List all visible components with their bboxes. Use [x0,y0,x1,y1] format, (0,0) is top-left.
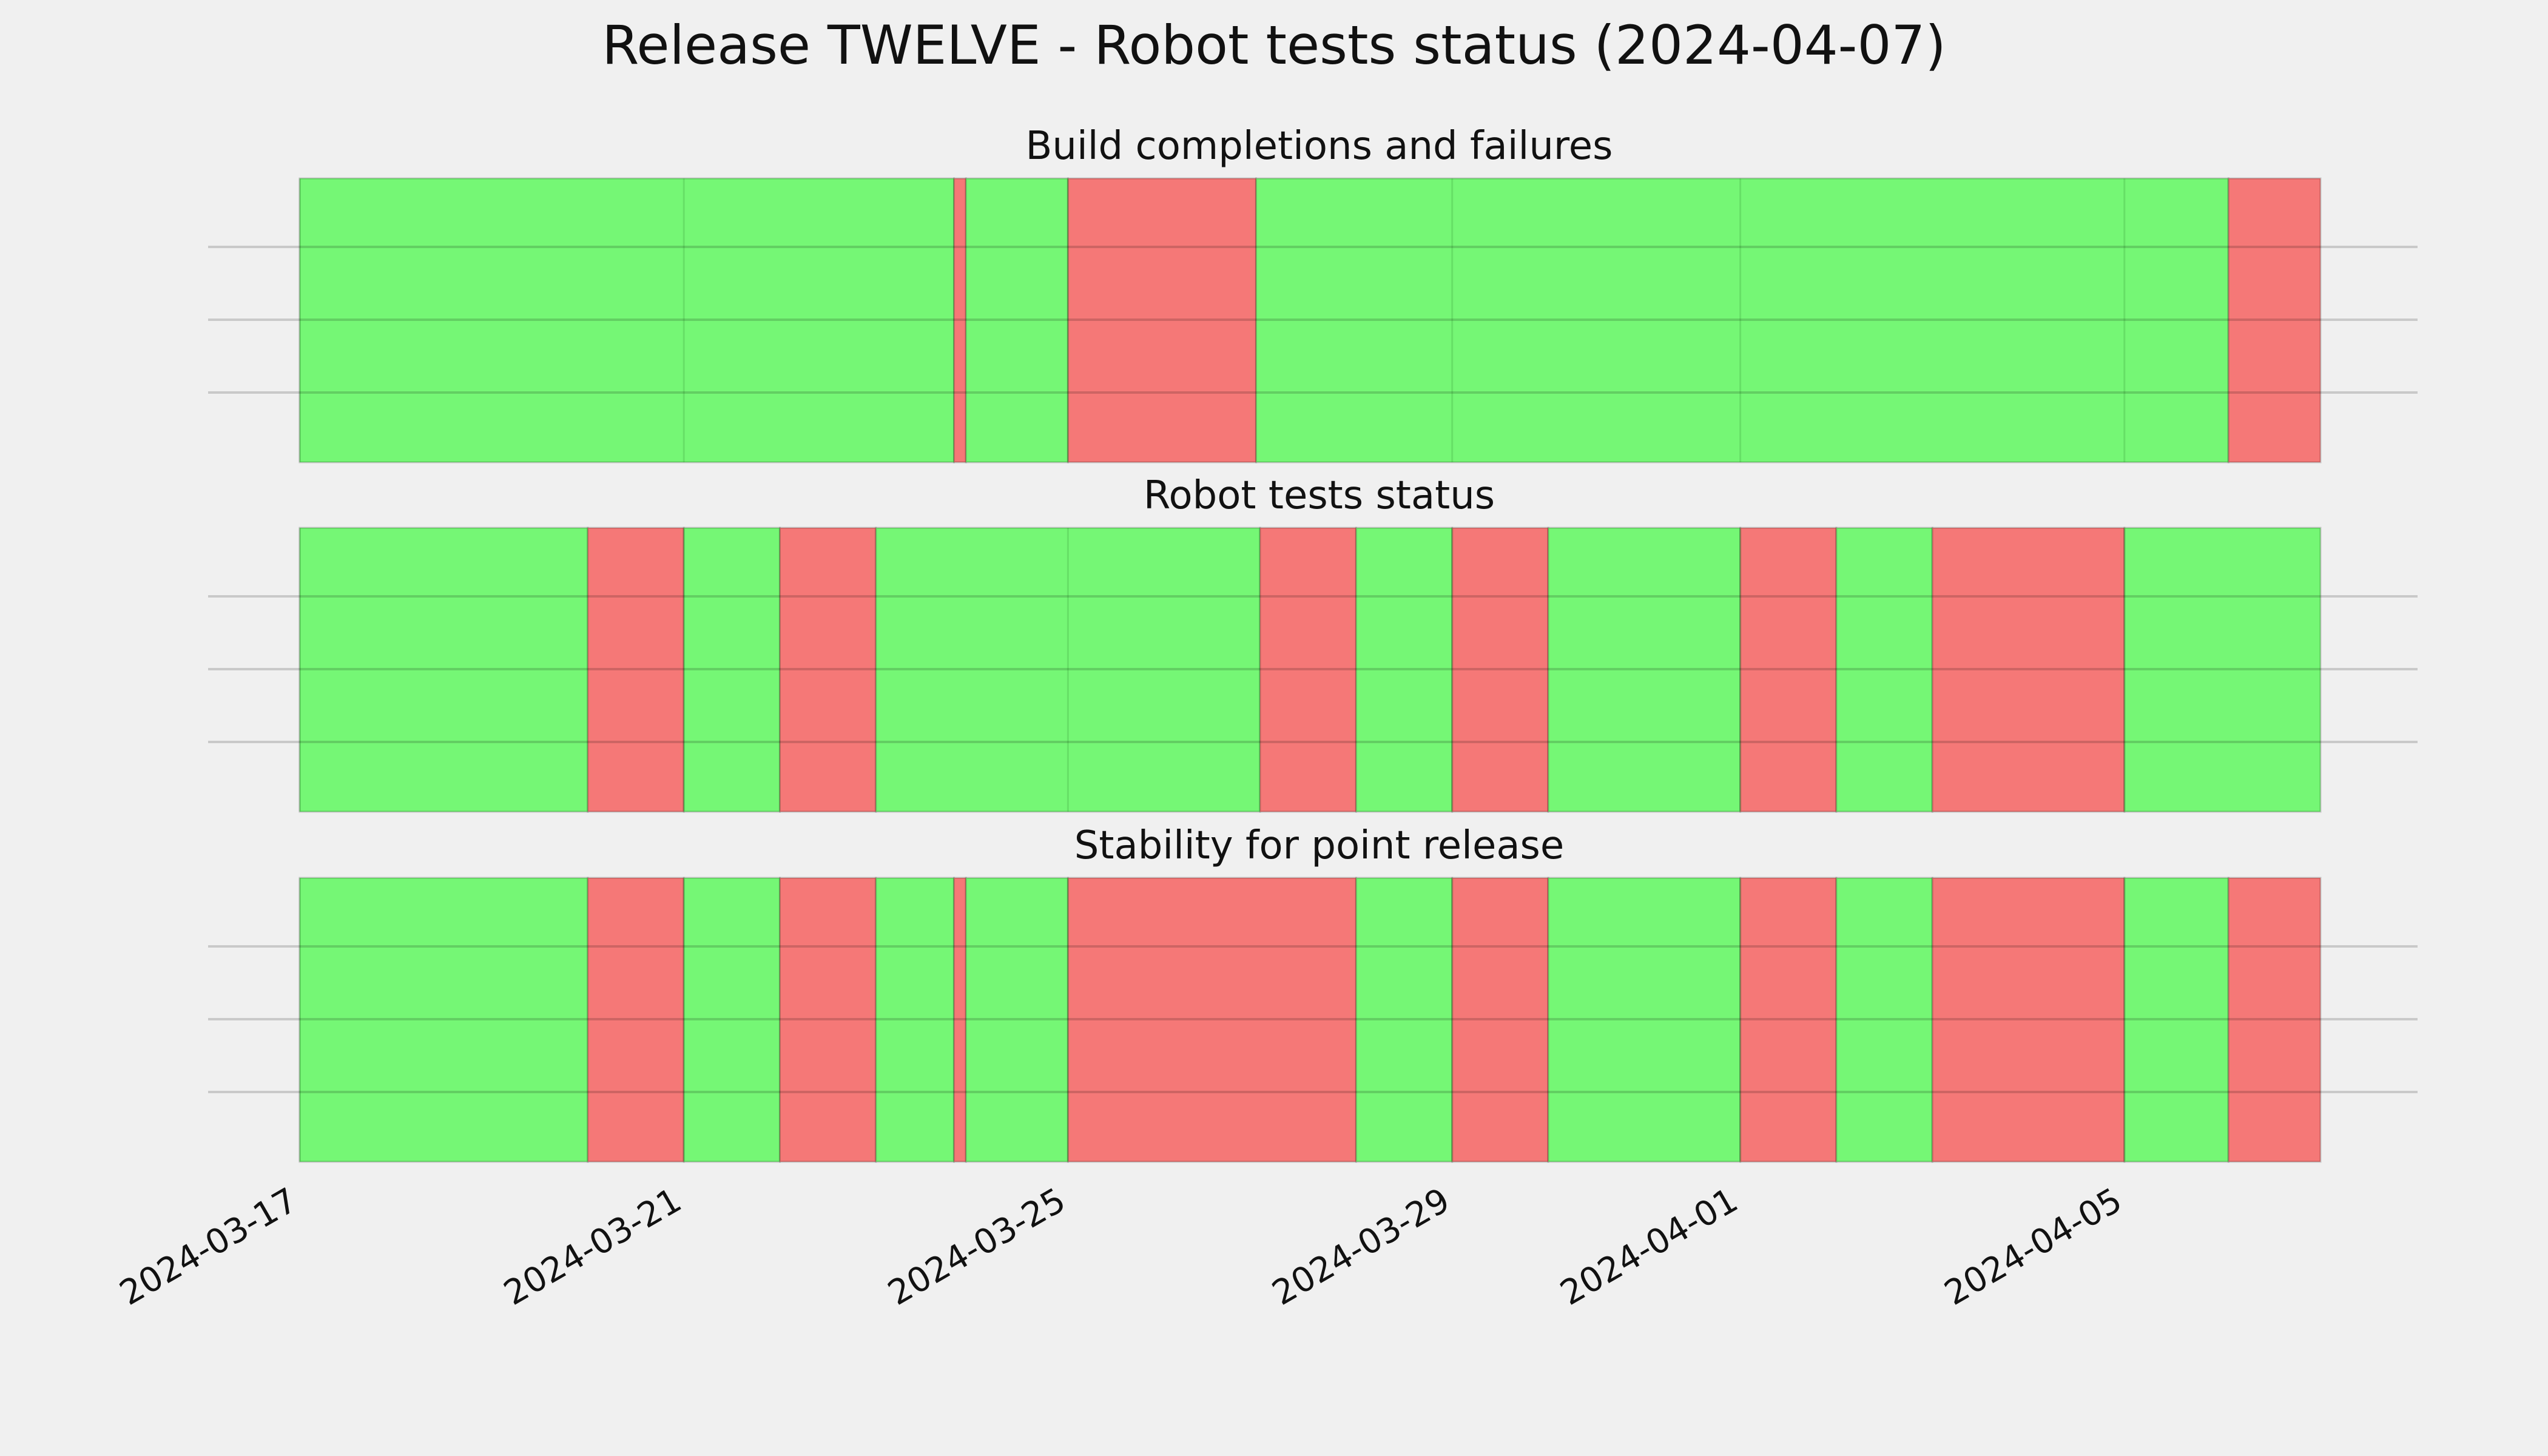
fail-segment [1067,877,1357,1163]
x-tick-label: 2024-03-25 [881,1181,1072,1313]
chart-panels: Build completions and failures Robot test… [208,124,2418,1163]
timeline-panel: Build completions and failures [208,124,2418,463]
pass-segment [965,177,1069,463]
pass-segment [965,877,1069,1163]
pass-segment [298,177,955,463]
panel-title: Robot tests status [1144,473,1495,518]
figure-title: Release TWELVE - Robot tests status (202… [602,14,1946,76]
pass-segment [1835,527,1933,813]
fail-segment [1451,877,1549,1163]
pass-segment [2123,877,2230,1163]
x-tick-label: 2024-03-17 [113,1181,304,1313]
fail-segment [1739,527,1838,813]
x-tick-label: 2024-03-21 [497,1181,688,1313]
fail-segment [1259,527,1357,813]
panel-title: Build completions and failures [1026,124,1613,169]
fail-segment [1739,877,1838,1163]
timeline-panel: Stability for point release [208,823,2418,1163]
pass-segment [1547,527,1742,813]
pass-segment [1355,527,1454,813]
timeline-panel: Robot tests status [208,473,2418,813]
fail-segment [2227,177,2322,463]
x-tick-label: 2024-03-29 [1266,1181,1456,1313]
fail-segment [779,527,877,813]
x-axis-tick-labels: 2024-03-17 2024-03-21 2024-03-25 2024-03-29… [113,1181,2129,1313]
pass-segment [1835,877,1933,1163]
panel-title: Stability for point release [1074,823,1565,868]
pass-segment [1355,877,1454,1163]
x-tick-label: 2024-04-01 [1554,1181,1744,1313]
fail-segment [779,877,877,1163]
pass-segment [2123,527,2322,813]
fail-segment [587,877,685,1163]
fail-segment [1067,177,1257,463]
fail-segment [587,527,685,813]
fail-segment [1451,527,1549,813]
pass-segment [682,877,781,1163]
pass-segment [875,877,955,1163]
pass-segment [1255,177,2230,463]
pass-segment [298,527,589,813]
fail-segment [1931,877,2126,1163]
pass-segment [298,877,589,1163]
fail-segment [2227,877,2322,1163]
fail-segment [1931,527,2126,813]
pass-segment [875,527,1261,813]
pass-segment [1547,877,1742,1163]
x-tick-label: 2024-04-05 [1938,1181,2128,1313]
